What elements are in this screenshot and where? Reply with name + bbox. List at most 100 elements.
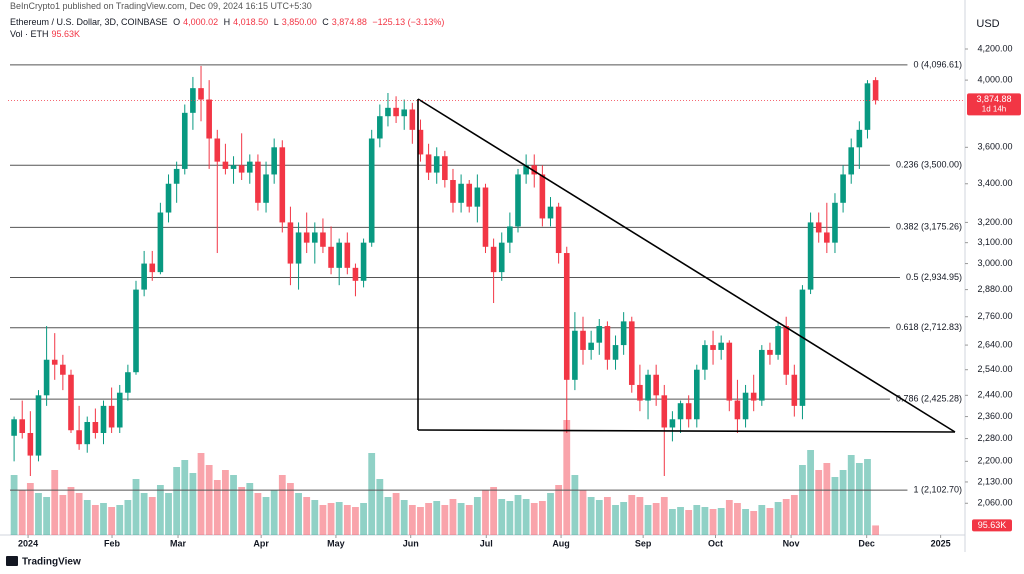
y-tick-label: 3,200.00 (977, 217, 1012, 227)
volume-bar (685, 510, 693, 535)
brand-logo (6, 556, 18, 566)
candle-body (596, 326, 603, 343)
volume-bar (774, 502, 782, 535)
volume-bar (693, 505, 701, 535)
candle-body (759, 349, 765, 401)
candle-body (555, 206, 562, 254)
candle-body (799, 289, 806, 406)
header: BeInCrypto1 published on TradingView.com… (10, 0, 447, 40)
volume-bar (782, 499, 790, 535)
volume-bar (222, 470, 229, 535)
candle-body (482, 187, 489, 247)
volume-bar (603, 497, 611, 535)
x-tick-label: 2025 (931, 538, 951, 548)
volume-bar (213, 480, 221, 535)
volume-bar (595, 500, 603, 535)
y-tick-label: 2,280.00 (977, 433, 1012, 443)
volume-bar (644, 505, 652, 535)
legend-key: O (173, 17, 181, 27)
volume-badge (972, 519, 1012, 532)
x-tick-label: 2024 (18, 538, 38, 548)
x-tick-label: Jun (403, 538, 419, 548)
last-price-label: 3,874.88 (976, 94, 1011, 104)
x-tick-label: Dec (858, 538, 875, 548)
y-tick-label: 2,200.00 (977, 456, 1012, 466)
candle-body (466, 183, 473, 207)
candle-body (710, 345, 716, 350)
legend-value: 95.63K (51, 29, 81, 39)
volume-bar (522, 499, 530, 535)
ohlc-legend: Ethereum / U.S. Dollar, 3D, COINBASE O 4,… (10, 16, 447, 28)
volume-bar (652, 503, 660, 535)
title: Ethereum / U.S. Dollar, 3D, COINBASE (10, 17, 168, 27)
candle-body (320, 232, 326, 247)
fib-label: 0.786 (2,425.28) (896, 394, 962, 404)
candle-body (490, 246, 497, 273)
candle-body (328, 246, 334, 268)
candle-body (409, 109, 416, 130)
volume-bar (156, 485, 164, 535)
volume-bar (547, 493, 554, 535)
volume-bar (368, 453, 376, 535)
volume-bar (91, 505, 99, 535)
volume-bar (173, 467, 181, 535)
volume-bar (83, 500, 91, 535)
candle-body (344, 242, 351, 268)
volume-bar (246, 483, 254, 535)
candle-body (43, 359, 50, 396)
candle-body (791, 374, 798, 406)
volume-bar (35, 493, 42, 535)
volume-bar (457, 503, 465, 535)
legend-key: Vol · ETH (10, 29, 49, 39)
volume-bar (807, 450, 814, 535)
candle-body (173, 168, 180, 184)
candle-body (198, 88, 204, 100)
volume-bar (766, 508, 774, 535)
candle-body (263, 174, 269, 203)
candle-body (832, 202, 838, 243)
candle-body (620, 321, 627, 346)
volume-bar (709, 509, 717, 535)
candle-body (100, 405, 107, 433)
volume-badge-label: 95.63K (978, 520, 1007, 530)
candle-layer (11, 65, 879, 477)
fib-label: 1 (2,102.70) (913, 485, 962, 495)
candle-body (246, 161, 253, 173)
volume-bar (43, 497, 51, 535)
candle-body (181, 112, 188, 169)
x-tick-label: Aug (552, 538, 570, 548)
volume-bar (815, 470, 823, 535)
candle-body (458, 183, 464, 203)
candle-body (108, 405, 115, 428)
volume-bar (669, 509, 676, 535)
volume-bar (26, 483, 34, 535)
volume-bar (132, 479, 140, 535)
volume-bar (262, 497, 270, 535)
volume-bar (124, 500, 132, 535)
y-tick-label: 2,760.00 (977, 311, 1012, 321)
volume-bar (823, 463, 831, 535)
volume-bar (165, 493, 172, 535)
volume-bar (181, 460, 189, 535)
candle-body (693, 369, 700, 420)
legend-key: L (273, 17, 279, 27)
x-tick-label: Feb (104, 538, 121, 548)
volume-bar (384, 497, 392, 535)
volume-bar (449, 499, 457, 535)
volume-bar (343, 505, 351, 535)
legend-key: H (223, 17, 231, 27)
candle-body (856, 129, 863, 148)
candle-body (442, 156, 448, 181)
candle-body (303, 232, 310, 243)
candle-body (653, 374, 659, 396)
fib-label: 0.236 (3,500.00) (896, 160, 962, 170)
candle-body (775, 326, 781, 355)
fib-label: 0.618 (2,712.83) (896, 322, 962, 332)
candle-body (767, 349, 773, 355)
volume-bar (441, 505, 449, 535)
candle-body (815, 222, 822, 233)
volume-bar (725, 500, 733, 535)
volume-bar (376, 479, 384, 535)
candle-body (312, 232, 318, 243)
candle-body (255, 161, 261, 203)
